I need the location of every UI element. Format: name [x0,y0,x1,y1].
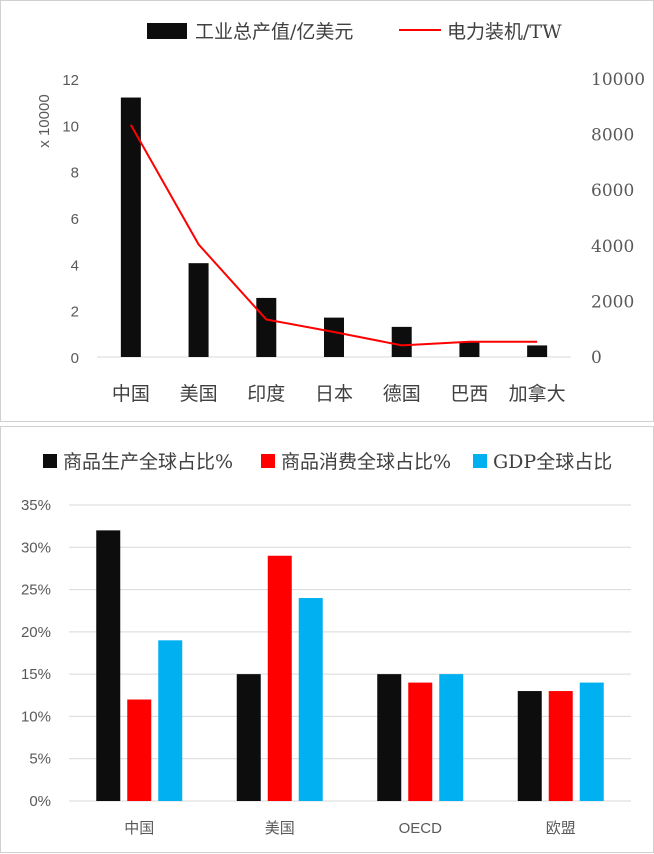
industrial-output-bar [188,263,209,357]
x-axis-category-label: 中国 [124,820,154,837]
legend-label-1: 商品消费全球占比% [281,451,451,473]
share-bar [96,530,121,801]
share-bar [517,691,542,801]
industrial-output-bar [120,97,141,358]
y-axis-tick-label: 5% [29,751,51,768]
left-axis-tick-label: 10 [62,118,79,135]
share-bar [579,682,604,801]
y-axis-tick-label: 15% [21,666,51,683]
power-capacity-line [129,124,538,347]
legend-swatch-1 [261,454,275,468]
left-axis-tick-label: 2 [71,304,79,321]
legend-label-0: 商品生产全球占比% [63,451,233,473]
share-bar [377,674,402,801]
right-axis-tick-label: 0 [591,348,602,368]
left-axis-tick-label: 0 [71,350,79,367]
x-axis-category-label: 德国 [383,383,421,405]
y-axis-tick-label: 0% [29,793,51,810]
y-axis-tick-label: 30% [21,539,51,556]
left-axis-tick-label: 8 [71,165,79,182]
industrial-output-bar [459,341,480,357]
right-axis-tick-label: 2000 [591,292,634,312]
share-bar [408,682,433,801]
left-axis-multiplier-label: x 10000 [36,94,53,147]
y-axis-tick-label: 20% [21,624,51,641]
legend-label-power-capacity: 电力装机/TW [447,21,562,43]
legend-swatch-industrial-output [147,23,187,39]
right-axis-tick-label: 6000 [591,181,634,201]
share-bar [267,555,292,801]
share-bar [236,674,261,801]
x-axis-category-label: 美国 [180,383,218,405]
y-axis-tick-label: 25% [21,582,51,599]
share-bar [127,699,152,801]
x-axis-category-label: 印度 [247,383,285,405]
left-axis-tick-label: 6 [71,211,79,228]
x-axis-category-label: 巴西 [450,383,488,405]
industrial-output-bar [527,345,548,357]
x-axis-category-label: 日本 [315,383,353,405]
industrial-power-chart: 工业总产值/亿美元 电力装机/TW 0 2 4 6 8 10 12 x 10000 0 2000 400… [36,21,645,405]
legend-swatch-0 [43,454,57,468]
industrial-output-bar [324,317,344,357]
legend-label-industrial-output: 工业总产值/亿美元 [195,21,353,43]
right-axis-tick-label: 4000 [591,237,634,257]
legend-label-2: GDP全球占比 [493,451,612,473]
left-axis-tick-label: 4 [71,257,79,274]
right-axis-tick-label: 10000 [591,70,645,90]
y-axis-tick-label: 10% [21,708,51,725]
global-share-chart: 商品生产全球占比% 商品消费全球占比% GDP全球占比 0% 5% 10% 15% 20% 25… [21,451,631,837]
legend-swatch-2 [473,454,487,468]
right-axis-tick-label: 8000 [591,126,634,146]
x-axis-category-label: 加拿大 [509,382,566,405]
share-bar [439,674,464,801]
share-bar [158,640,183,801]
left-axis-tick-label: 12 [62,72,79,89]
x-axis-category-label: 欧盟 [546,820,576,837]
chart-panel-industrial: 工业总产值/亿美元 电力装机/TW 0 2 4 6 8 10 12 x 10000 0 2000 400… [0,0,654,422]
x-axis-category-label: 美国 [265,820,295,837]
x-axis-category-label: OECD [399,820,443,837]
chart-panel-share: 商品生产全球占比% 商品消费全球占比% GDP全球占比 0% 5% 10% 15% 20% 25… [0,426,654,853]
x-axis-category-label: 中国 [112,383,150,405]
y-axis-tick-label: 35% [21,497,51,514]
share-bar [298,598,323,801]
industrial-output-bar [391,326,412,357]
share-bar [548,691,573,801]
industrial-output-bar [256,297,277,357]
